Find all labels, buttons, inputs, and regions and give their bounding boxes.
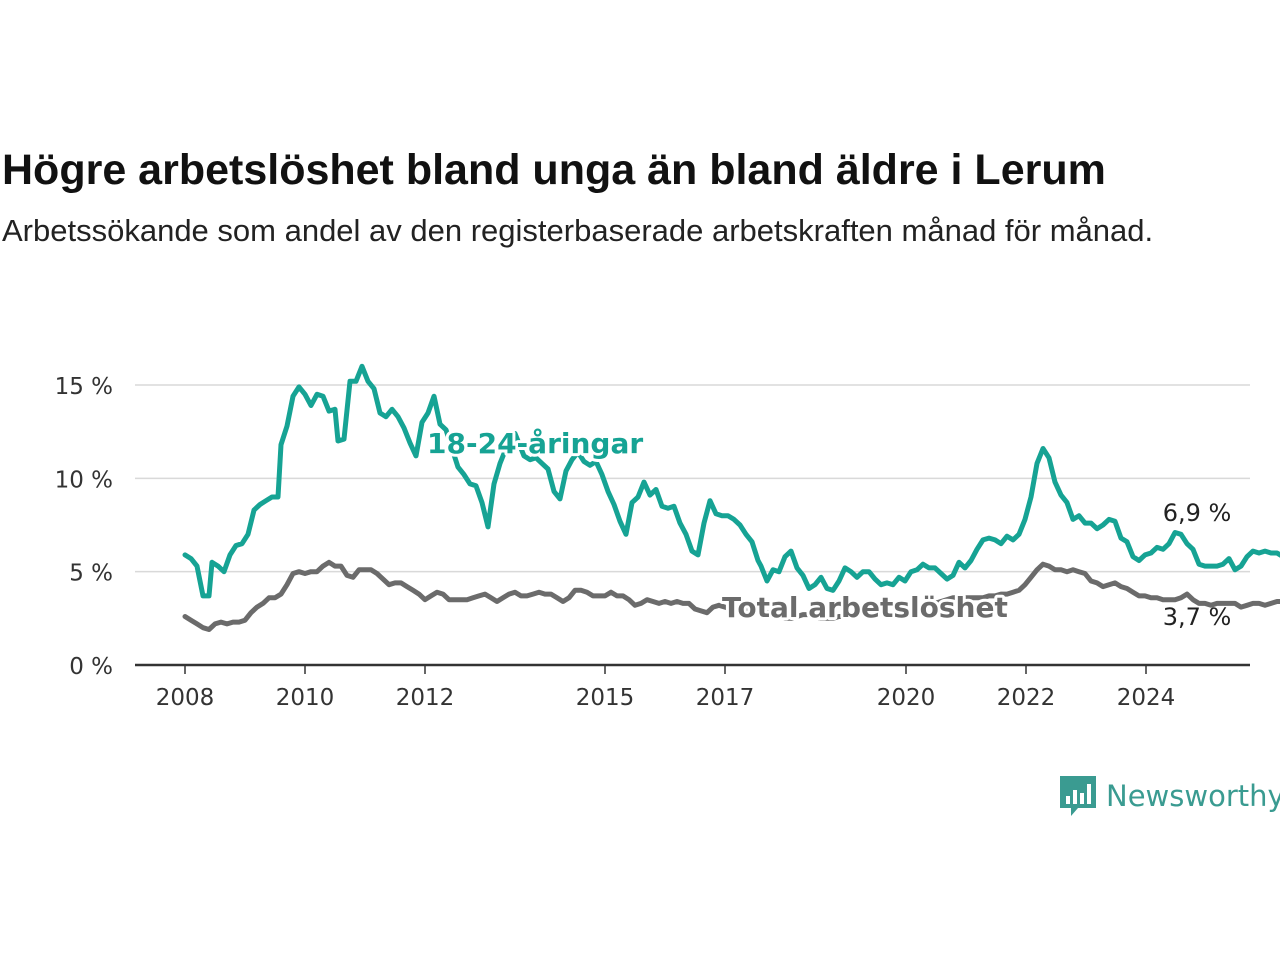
x-tick-label: 2017 bbox=[696, 685, 755, 711]
end-value-youth: 6,9 % bbox=[1163, 499, 1232, 527]
y-tick-label: 15 % bbox=[55, 374, 113, 400]
x-tick-label: 2010 bbox=[276, 685, 335, 711]
series-label-total: Total arbetslöshet bbox=[722, 591, 1008, 624]
x-tick-label: 2008 bbox=[156, 685, 215, 711]
series-label-youth: 18-24-åringar bbox=[427, 427, 643, 460]
x-tick-label: 2012 bbox=[396, 685, 455, 711]
brand-name: Newsworthy bbox=[1106, 779, 1280, 813]
end-value-total: 3,7 % bbox=[1163, 603, 1232, 631]
y-tick-label: 10 % bbox=[55, 467, 113, 493]
y-tick-label: 0 % bbox=[69, 654, 113, 680]
y-tick-label: 5 % bbox=[69, 561, 113, 587]
x-tick-label: 2015 bbox=[576, 685, 635, 711]
newsworthy-logo-icon bbox=[1060, 776, 1096, 816]
x-tick-label: 2022 bbox=[997, 685, 1056, 711]
series-label-youth-halo: 18-24-åringar bbox=[427, 427, 643, 460]
grid-lines bbox=[135, 384, 1250, 667]
x-tick-label: 2020 bbox=[877, 685, 936, 711]
series-line bbox=[182, 559, 1280, 632]
y-axis-ticks: 0 % 5 % 10 % 15 % bbox=[55, 374, 113, 680]
chart-subtitle: Arbetssökande som andel av den registerb… bbox=[2, 213, 1154, 248]
series-line bbox=[182, 363, 1280, 599]
newsworthy-brand[interactable]: Newsworthy bbox=[1058, 774, 1280, 818]
series-lines bbox=[182, 363, 1280, 632]
chart-title: Högre arbetslöshet bland unga än bland ä… bbox=[2, 146, 1106, 194]
x-axis-ticks: 2008 2010 2012 2015 2017 2020 2022 2024 bbox=[156, 665, 1176, 711]
series-label-total-halo: Total arbetslöshet bbox=[722, 591, 1008, 624]
x-tick-label: 2024 bbox=[1117, 685, 1176, 711]
